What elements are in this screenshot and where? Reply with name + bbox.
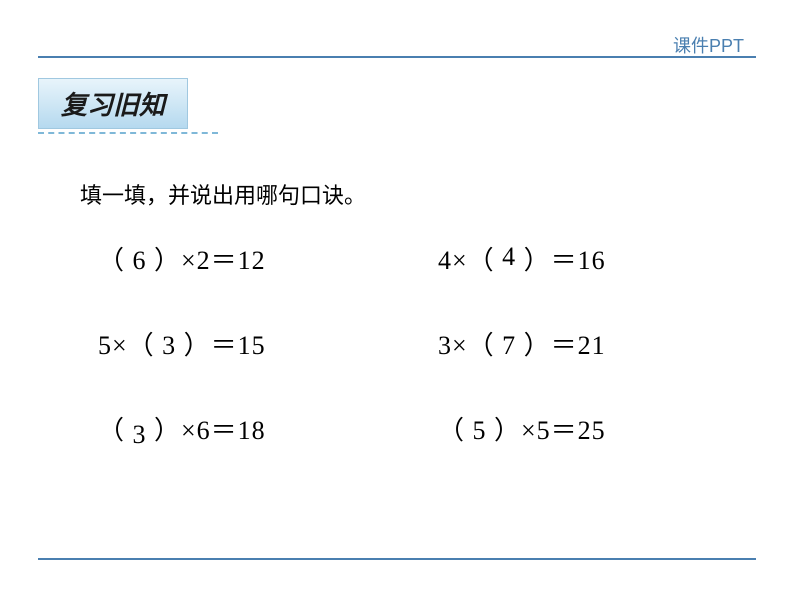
eq-suffix: ）×5＝25 (487, 416, 606, 445)
eq-answer: 7 (502, 331, 516, 361)
eq-prefix: （ (438, 416, 473, 445)
equation-2: 4×（ 4 ）＝16 (438, 240, 748, 277)
eq-suffix: ）＝15 (176, 331, 266, 360)
equation-4: 3×（ 7 ）＝21 (438, 325, 748, 362)
eq-prefix: 5×（ (98, 331, 162, 360)
eq-suffix: ）＝21 (516, 331, 606, 360)
eq-prefix: （ (98, 416, 133, 445)
eq-answer: 4 (502, 242, 516, 272)
instruction-text: 填一填，并说出用哪句口诀。 (80, 178, 366, 210)
equation-1: （ 6 ）×2＝12 (98, 240, 408, 277)
eq-answer: 3 (162, 331, 176, 361)
top-rule (38, 56, 756, 58)
equation-3: 5×（ 3 ）＝15 (98, 325, 408, 362)
equation-5: （ 3 ）×6＝18 (98, 410, 408, 447)
equation-6: （ 5 ）×5＝25 (438, 410, 748, 447)
eq-prefix: （ (98, 246, 133, 275)
bottom-rule (38, 558, 756, 560)
dashed-underline (38, 132, 218, 134)
eq-suffix: ）＝16 (516, 246, 606, 275)
eq-answer: 6 (133, 246, 147, 276)
eq-answer: 5 (473, 416, 487, 446)
eq-suffix: ）×2＝12 (147, 246, 266, 275)
section-title-block: 复习旧知 (38, 78, 218, 134)
eq-suffix: ）×6＝18 (147, 416, 266, 445)
eq-answer: 3 (133, 420, 147, 450)
eq-prefix: 4×（ (438, 246, 502, 275)
watermark-label: 课件PPT (673, 32, 744, 58)
eq-prefix: 3×（ (438, 331, 502, 360)
equations-grid: （ 6 ）×2＝12 4×（ 4 ）＝16 5×（ 3 ）＝15 3×（ 7 ）… (98, 240, 734, 447)
section-title: 复习旧知 (38, 78, 188, 129)
